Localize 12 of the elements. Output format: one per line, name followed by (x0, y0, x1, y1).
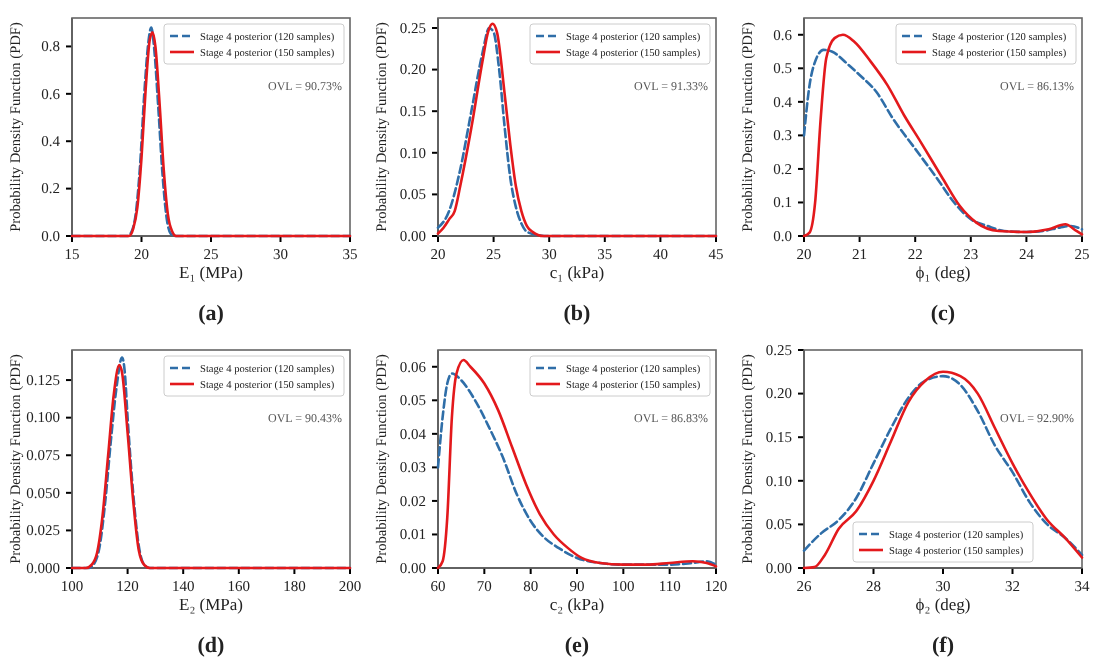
x-axis-title: c₂ (kPa) (549, 594, 605, 614)
text: (a) (198, 302, 225, 326)
x-axis-title: ϕ₂ (deg) (915, 594, 971, 614)
x-axis-title: E₁ (MPa) (179, 262, 244, 282)
text: (f) (932, 634, 955, 658)
x-axis-title: ϕ₁ (deg) (915, 262, 971, 282)
x-axis-title: c₁ (kPa) (549, 262, 605, 282)
text: (c) (930, 302, 956, 326)
text: (b) (563, 302, 592, 326)
x-axis-title: E₂ (MPa) (179, 594, 244, 614)
text: (d) (197, 634, 226, 658)
text: (e) (564, 634, 590, 658)
